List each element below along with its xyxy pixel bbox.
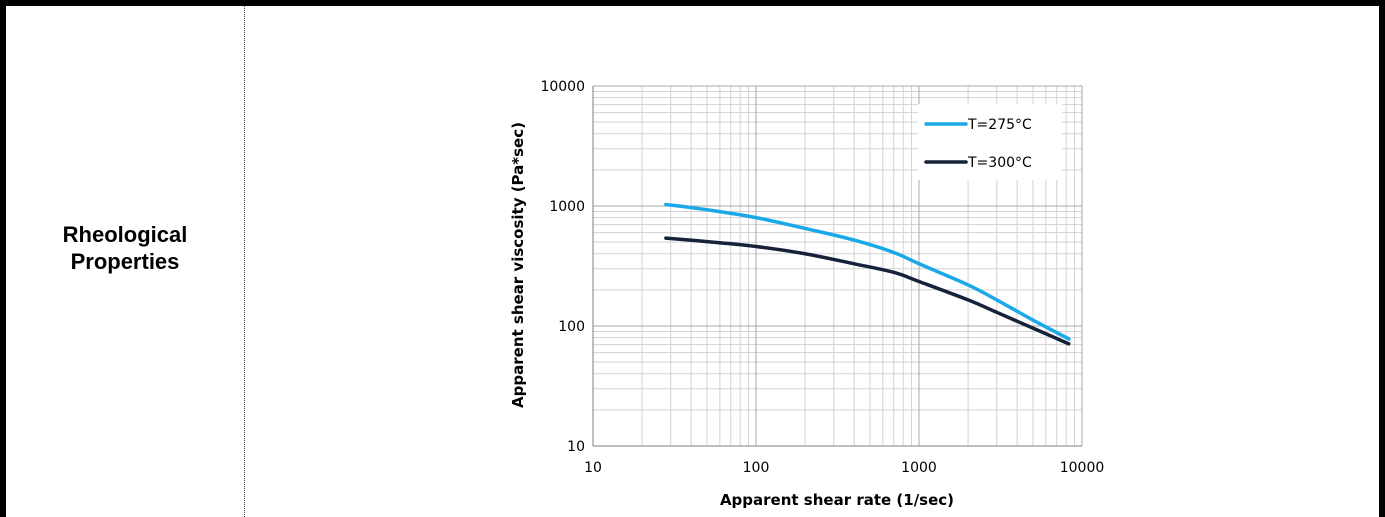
y-tick-label: 10000 xyxy=(540,79,585,95)
x-tick-label: 10000 xyxy=(1060,460,1105,476)
legend-box xyxy=(918,104,1062,180)
y-tick-label: 10 xyxy=(567,439,585,455)
y-tick-label: 1000 xyxy=(549,199,585,215)
chart-legend: T=275°C T=300°C xyxy=(918,104,1062,180)
x-tick-label: 10 xyxy=(584,460,602,476)
y-axis-title: Apparent shear viscosity (Pa*sec) xyxy=(509,122,527,408)
row-label-cell: Rheological Properties xyxy=(6,6,245,517)
x-tick-label: 100 xyxy=(743,460,770,476)
series-line-1 xyxy=(664,202,1071,341)
row-label-line2: Properties xyxy=(70,248,180,274)
chart-series xyxy=(664,202,1071,346)
legend-label-2: T=300°C xyxy=(967,155,1032,171)
row-label-line1: Rheological xyxy=(62,221,188,247)
x-tick-label: 1000 xyxy=(901,460,937,476)
series-line-2 xyxy=(664,236,1071,346)
chart-axes xyxy=(592,86,1082,447)
row-label: Rheological Properties xyxy=(63,221,188,275)
y-tick-label: 100 xyxy=(558,319,585,335)
chart-ticks: 10 100 1000 10000 10 100 1000 10000 xyxy=(540,79,1104,476)
legend-label-1: T=275°C xyxy=(967,117,1032,133)
x-axis-title: Apparent shear rate (1/sec) xyxy=(720,491,954,509)
